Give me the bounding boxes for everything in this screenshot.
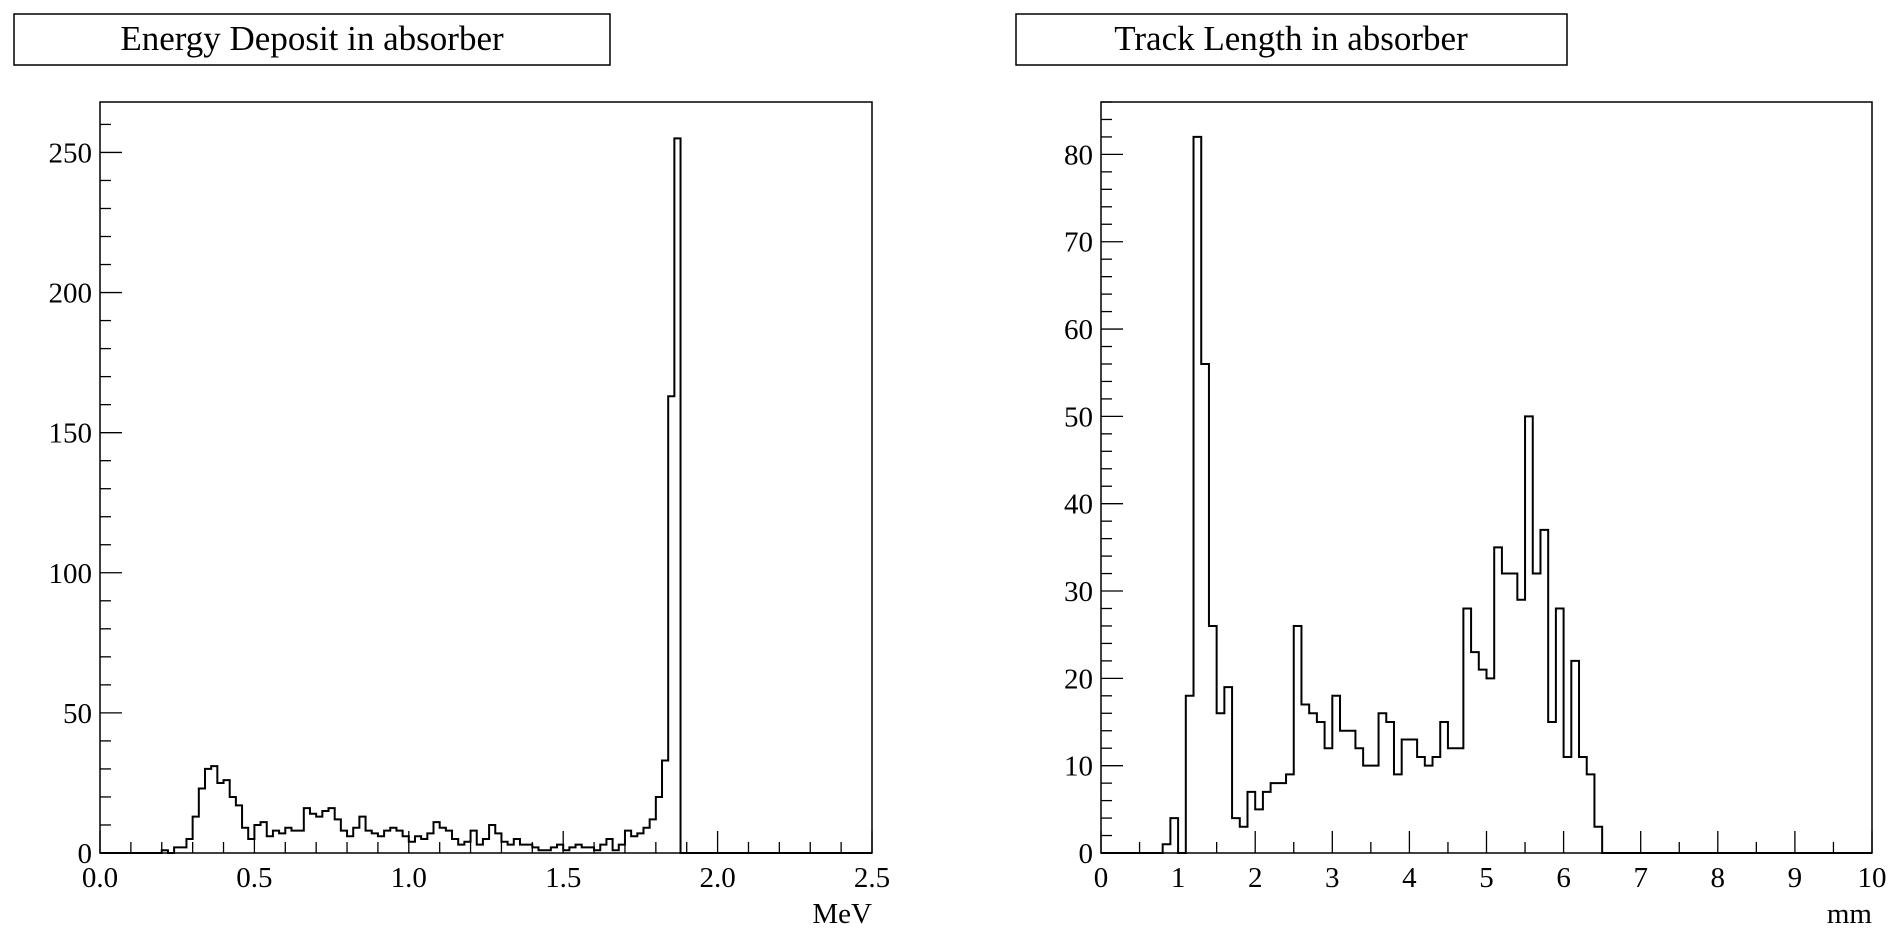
y-tick-labels: 0 50 100 150 200 250 (49, 137, 93, 870)
x-tick-label: 1.0 (391, 862, 427, 894)
axis-ticks (1100, 101, 1873, 854)
track-length-panel: Track Length in absorber 010203040506070… (1015, 13, 1887, 930)
x-axis-label: MeV (812, 898, 872, 930)
y-tick-label: 0 (1079, 838, 1094, 870)
axis-ticks (99, 123, 873, 854)
x-axis-label: mm (1827, 898, 1873, 930)
y-tick-label: 250 (49, 137, 93, 169)
title-box (13, 13, 611, 66)
x-tick-label: 0 (1094, 862, 1109, 894)
x-tick-label: 4 (1402, 862, 1417, 894)
y-tick-label: 200 (49, 278, 93, 310)
title-box (1015, 13, 1568, 66)
y-tick-label: 20 (1064, 663, 1093, 695)
y-tick-label: 80 (1064, 139, 1093, 171)
y-tick-label: 60 (1064, 314, 1093, 346)
y-tick-label: 40 (1064, 489, 1093, 521)
x-tick-label: 1 (1171, 862, 1186, 894)
x-tick-label: 9 (1788, 862, 1803, 894)
x-tick-label: 3 (1325, 862, 1340, 894)
y-tick-labels: 0 10 20 30 40 50 60 70 80 (1064, 139, 1093, 870)
x-tick-labels: 0.0 0.5 1.0 1.5 2.0 2.5 (82, 862, 890, 894)
x-tick-label: 8 (1711, 862, 1726, 894)
x-tick-label: 0.5 (236, 862, 272, 894)
plot-frame (1100, 101, 1873, 854)
x-tick-label: 2 (1248, 862, 1263, 894)
x-tick-labels: 0 1 2 3 4 5 6 7 8 9 10 (1094, 862, 1887, 894)
x-tick-label: 10 (1858, 862, 1887, 894)
chart-title: Energy Deposit in absorber (120, 19, 504, 58)
x-tick-label: 5 (1479, 862, 1494, 894)
y-tick-label: 100 (49, 558, 93, 590)
y-tick-label: 70 (1064, 227, 1093, 259)
histogram-line (100, 137, 872, 854)
x-tick-label: 2.0 (699, 862, 735, 894)
plot-frame (99, 101, 873, 854)
x-tick-label: 1.5 (545, 862, 581, 894)
x-tick-label: 7 (1633, 862, 1648, 894)
y-tick-label: 50 (1064, 401, 1093, 433)
x-tick-label: 2.5 (854, 862, 890, 894)
y-tick-label: 30 (1064, 576, 1093, 608)
y-tick-label: 10 (1064, 751, 1093, 783)
chart-title: Track Length in absorber (1114, 19, 1468, 58)
energy-deposit-panel: Energy Deposit in absorber 0 50 100 150 200 2… (13, 13, 890, 930)
x-tick-label: 6 (1556, 862, 1571, 894)
histogram-line (1101, 135, 1872, 854)
y-tick-label: 50 (63, 698, 92, 730)
x-tick-label: 0.0 (82, 862, 118, 894)
y-tick-label: 0 (78, 838, 93, 870)
y-tick-label: 150 (49, 418, 93, 450)
